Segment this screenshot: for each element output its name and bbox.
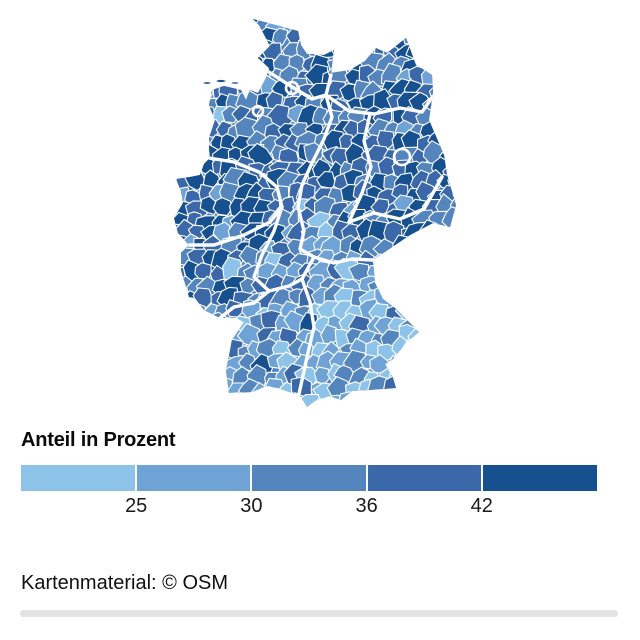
legend-segment-3: [252, 465, 366, 491]
island-shapes: [202, 79, 240, 85]
legend-segment-5: [483, 465, 597, 491]
state-borders: [187, 70, 444, 396]
map-attribution: Kartenmaterial: © OSM: [21, 572, 229, 594]
bottom-divider-bar: [20, 610, 618, 617]
legend-segment-2: [136, 465, 251, 491]
legend-color-scale: [21, 465, 597, 491]
germany-choropleth-map: [174, 19, 456, 407]
legend-segment-4: [367, 465, 482, 491]
legend-tick-30: 30: [240, 495, 263, 517]
legend-segment-1: [21, 465, 135, 491]
legend-tick-labels: 25 30 36 42: [21, 495, 597, 521]
legend-tick-36: 36: [355, 495, 378, 517]
legend-tick-25: 25: [125, 495, 148, 517]
legend-title: Anteil in Prozent: [21, 429, 176, 451]
legend-tick-42: 42: [470, 495, 493, 517]
